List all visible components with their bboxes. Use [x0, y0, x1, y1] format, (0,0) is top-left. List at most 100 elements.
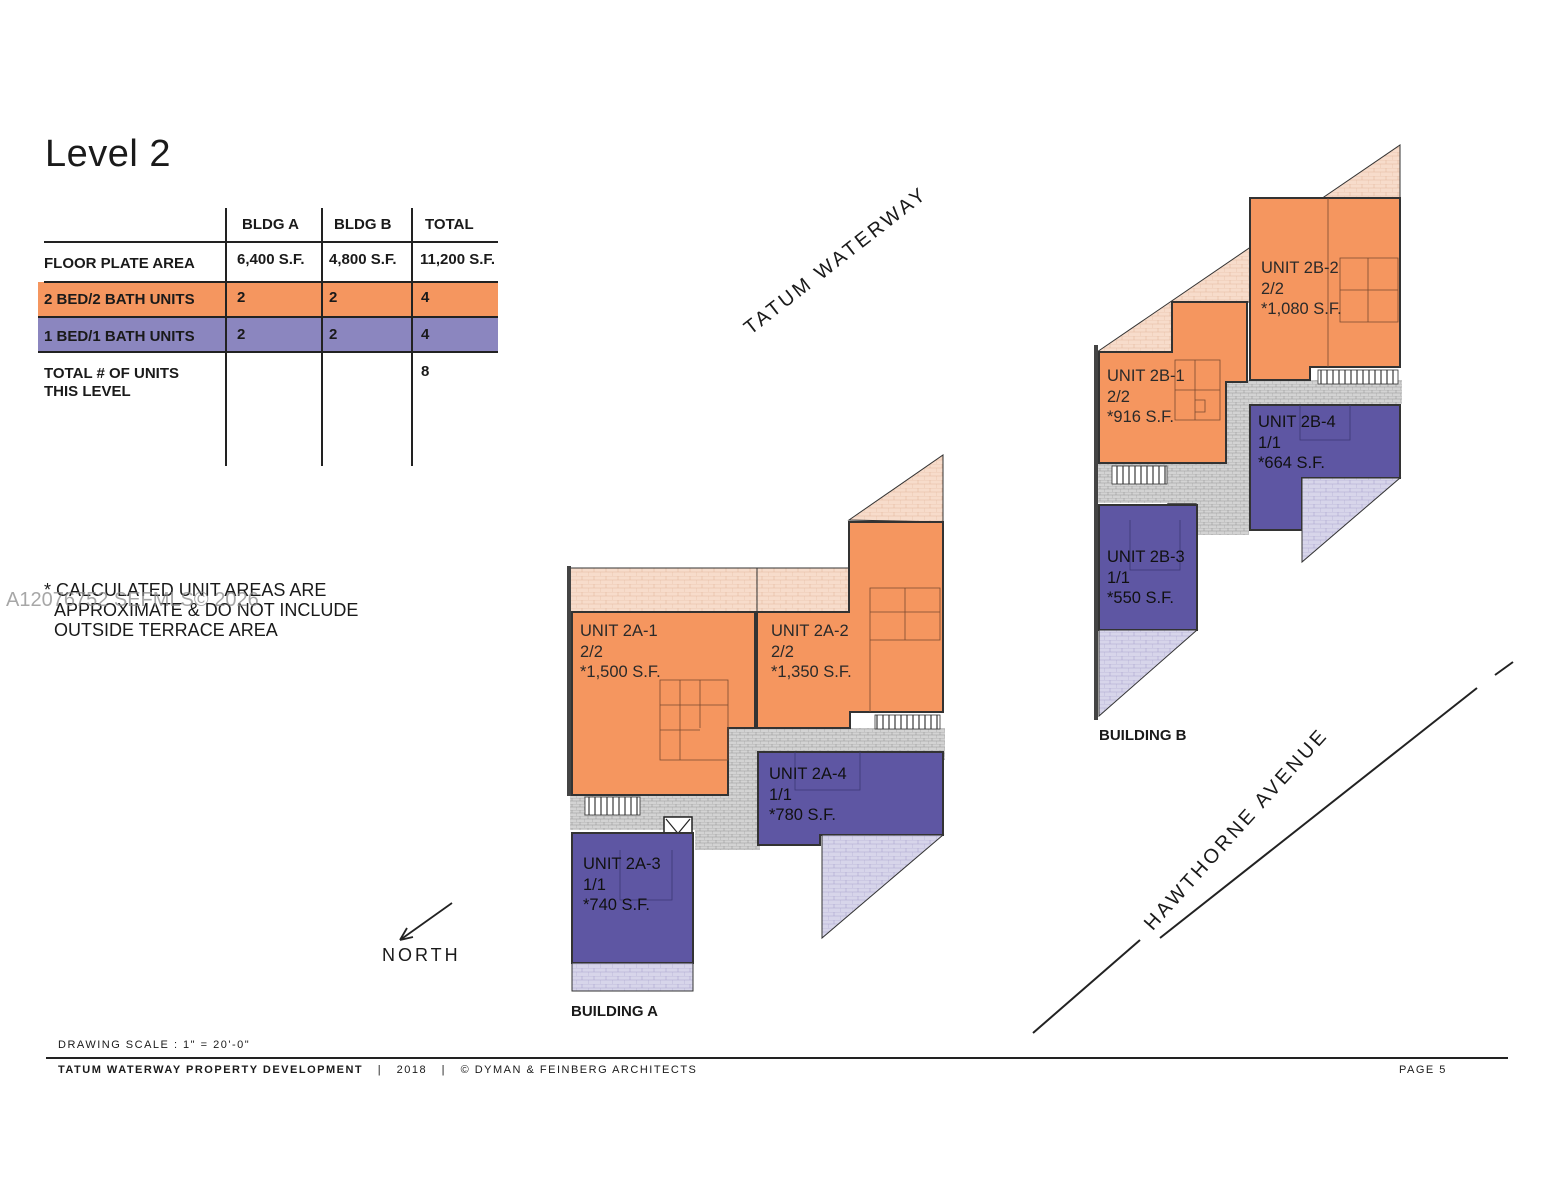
terrace-2a2 — [756, 567, 850, 613]
hawthorne-avenue-lines — [1032, 661, 1514, 1034]
north-label: NORTH — [382, 945, 461, 965]
unit-summary-table: BLDG A BLDG B TOTAL FLOOR PLATE AREA 6,4… — [38, 208, 498, 468]
note-line: APPROXIMATE & DO NOT INCLUDE — [54, 600, 359, 620]
unit-area: *664 S.F. — [1258, 454, 1325, 472]
row-label-line2: THIS LEVEL — [44, 383, 131, 400]
building-a-plan — [567, 454, 945, 992]
bldg-a-value: 2 — [237, 289, 246, 306]
unit-label-2a1: UNIT 2A-1 2/2 *1,500 S.F. — [580, 621, 661, 683]
unit-area: *780 S.F. — [769, 806, 836, 824]
bldg-a-value: 6,400 S.F. — [237, 251, 305, 268]
total-value: 11,200 S.F. — [420, 251, 496, 268]
stair-a-2 — [874, 714, 941, 730]
unit-label-2b2: UNIT 2B-2 2/2 *1,080 S.F. — [1261, 258, 1342, 320]
header-bldg-b: BLDG B — [334, 216, 392, 233]
row-label: 1 BED/1 BATH UNITS — [44, 328, 195, 345]
unit-label-2a4: UNIT 2A-4 1/1 *780 S.F. — [769, 764, 847, 826]
terrace-2b4 — [1301, 477, 1402, 564]
unit-name: UNIT 2A-4 — [769, 765, 847, 783]
unit-label-2a3: UNIT 2A-3 1/1 *740 S.F. — [583, 854, 661, 916]
unit-2a2-shape — [756, 521, 944, 729]
footer-rule — [46, 1057, 1508, 1059]
unit-name: UNIT 2A-1 — [580, 622, 658, 640]
table-rule — [321, 208, 323, 466]
row-label: 2 BED/2 BATH UNITS — [44, 291, 195, 308]
unit-type: 1/1 — [1107, 568, 1130, 587]
terrace-2a1 — [569, 567, 758, 613]
unit-2b3-shape — [1098, 504, 1198, 631]
two-bed-row-highlight — [38, 282, 498, 316]
table-rule — [44, 241, 498, 243]
footer-separator: | — [441, 1064, 447, 1076]
unit-label-2a2: UNIT 2A-2 2/2 *1,350 S.F. — [771, 621, 852, 683]
unit-area: *740 S.F. — [583, 896, 650, 914]
area-note: * CALCULATED UNIT AREAS ARE APPROXIMATE … — [44, 580, 359, 640]
unit-area: *550 S.F. — [1107, 589, 1174, 607]
drawing-scale: DRAWING SCALE : 1" = 20'-0" — [58, 1039, 251, 1051]
building-b-label: BUILDING B — [1099, 727, 1187, 744]
corridor-a-mid — [695, 795, 760, 850]
total-value: 8 — [421, 363, 430, 380]
unit-type: 1/1 — [1258, 433, 1281, 452]
corridor-a-right — [755, 728, 945, 750]
one-bed-row-highlight — [38, 318, 498, 352]
table-rule — [44, 281, 498, 283]
terrace-2a3 — [571, 962, 694, 992]
unit-type: 2/2 — [1261, 279, 1284, 298]
unit-label-2b3: UNIT 2B-3 1/1 *550 S.F. — [1107, 547, 1185, 609]
unit-type: 1/1 — [583, 875, 606, 894]
bldg-b-value: 2 — [329, 326, 338, 343]
building-b-plan — [1094, 144, 1402, 720]
stair-b-1 — [1111, 465, 1168, 485]
unit-name: UNIT 2B-1 — [1107, 367, 1185, 385]
unit-name: UNIT 2A-3 — [583, 855, 661, 873]
note-line: OUTSIDE TERRACE AREA — [54, 620, 278, 640]
unit-label-2b1: UNIT 2B-1 2/2 *916 S.F. — [1107, 366, 1185, 428]
terrace-2b3 — [1098, 629, 1199, 718]
bldg-b-value: 2 — [329, 289, 338, 306]
unit-2a4-shape — [757, 751, 944, 846]
total-value: 4 — [421, 326, 430, 343]
footer-year: 2018 — [396, 1064, 428, 1076]
unit-area: *916 S.F. — [1107, 408, 1174, 426]
unit-name: UNIT 2B-4 — [1258, 413, 1336, 431]
header-bldg-a: BLDG A — [242, 216, 299, 233]
unit-2b2-shape — [1249, 197, 1401, 381]
unit-name: UNIT 2A-2 — [771, 622, 849, 640]
terrace-2a2-angled — [847, 454, 944, 523]
table-rule — [225, 208, 227, 466]
corridor-a-upper — [728, 728, 760, 798]
table-rule — [38, 351, 498, 353]
unit-area: *1,350 S.F. — [771, 663, 852, 681]
note-line: * CALCULATED UNIT AREAS ARE — [44, 580, 327, 600]
stair-b-2 — [1317, 369, 1399, 385]
unit-name: UNIT 2B-3 — [1107, 548, 1185, 566]
page-title: Level 2 — [45, 133, 172, 175]
architect-credit: © DYMAN & FEINBERG ARCHITECTS — [460, 1064, 698, 1076]
bldg-b-value: 4,800 S.F. — [329, 251, 397, 268]
mls-watermark: A12076752 SEFMLS© 2026 — [6, 589, 259, 611]
unit-type: 2/2 — [1107, 387, 1130, 406]
stair-a-1 — [584, 796, 641, 816]
header-total: TOTAL — [425, 216, 474, 233]
unit-name: UNIT 2B-2 — [1261, 259, 1339, 277]
unit-type: 2/2 — [580, 642, 603, 661]
row-label: FLOOR PLATE AREA — [44, 255, 195, 272]
building-a-label: BUILDING A — [571, 1003, 658, 1020]
footer-credits: TATUM WATERWAY PROPERTY DEVELOPMENT | 20… — [58, 1064, 697, 1076]
unit-2a3-shape — [571, 832, 694, 964]
row-label: TOTAL # OF UNITS — [44, 365, 180, 382]
page-number: PAGE 5 — [1399, 1064, 1447, 1076]
unit-2b1-shape — [1098, 301, 1248, 464]
unit-type: 1/1 — [769, 785, 792, 804]
unit-area: *1,500 S.F. — [580, 663, 661, 681]
north-arrow-icon — [399, 902, 453, 941]
table-rule — [411, 208, 413, 466]
project-name: TATUM WATERWAY PROPERTY DEVELOPMENT — [58, 1064, 364, 1076]
unit-area: *1,080 S.F. — [1261, 300, 1342, 318]
unit-label-2b4: UNIT 2B-4 1/1 *664 S.F. — [1258, 412, 1336, 474]
table-rule — [38, 316, 498, 318]
terrace-2a4 — [821, 834, 945, 940]
total-value: 4 — [421, 289, 430, 306]
